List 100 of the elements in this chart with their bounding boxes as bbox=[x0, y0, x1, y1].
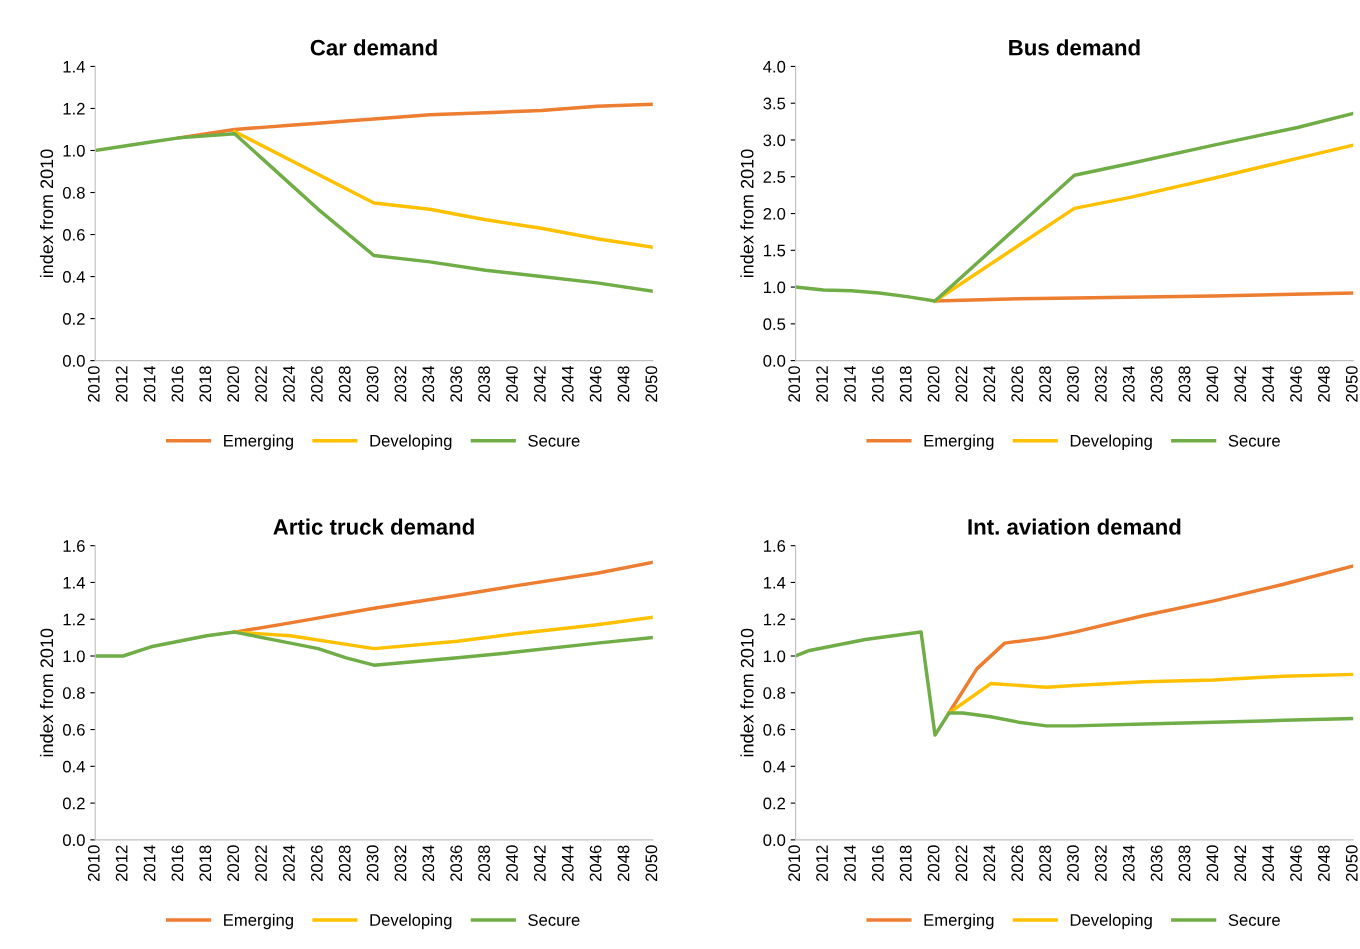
x-tick-label: 2012 bbox=[816, 845, 828, 881]
x-tick-label: 2012 bbox=[115, 366, 128, 402]
x-tick-label: 2048 bbox=[1317, 366, 1330, 402]
line-series bbox=[95, 630, 653, 667]
y-tick-label: 0.8 bbox=[62, 687, 85, 699]
legend-label: Emerging bbox=[224, 913, 293, 930]
y-tick-label: 1.2 bbox=[63, 613, 85, 626]
x-tick-label: 2020 bbox=[927, 366, 940, 402]
x-tick-label: 2020 bbox=[227, 366, 240, 402]
y-tick-label: 1.2 bbox=[63, 102, 85, 115]
x-tick-label: 2050 bbox=[645, 366, 658, 402]
legend-label: Secure bbox=[1228, 914, 1280, 926]
y-tick-label: 0.0 bbox=[763, 834, 786, 847]
legend-label: Emerging bbox=[924, 913, 994, 930]
legend-label: Emerging bbox=[224, 434, 293, 450]
legend-label: Developing bbox=[370, 434, 452, 450]
x-tick-label: 2050 bbox=[1345, 845, 1358, 881]
y-tick-label: 0.2 bbox=[62, 312, 85, 325]
legend-label: Emerging bbox=[924, 434, 994, 450]
x-tick-label: 2014 bbox=[844, 845, 856, 881]
x-tick-label: 2044 bbox=[1262, 845, 1275, 881]
y-tick-label: 0.0 bbox=[763, 355, 786, 367]
x-tick-label: 2044 bbox=[1262, 365, 1275, 402]
legend-label: Secure bbox=[528, 434, 580, 447]
y-tick-label: 0.6 bbox=[62, 723, 85, 736]
x-tick-label: 2024 bbox=[283, 365, 295, 402]
x-tick-label: 2024 bbox=[283, 845, 295, 881]
y-tick-label: 1.4 bbox=[63, 577, 85, 589]
x-tick-label: 2030 bbox=[1067, 845, 1079, 881]
y-tick-label: 0.8 bbox=[763, 687, 786, 699]
x-tick-label: 2034 bbox=[1122, 845, 1135, 881]
x-tick-label: 2040 bbox=[506, 366, 518, 402]
x-tick-label: 2048 bbox=[1317, 845, 1330, 881]
x-tick-label: 2020 bbox=[227, 845, 240, 881]
x-tick-label: 2028 bbox=[1039, 366, 1051, 402]
x-tick-label: 2048 bbox=[617, 845, 630, 881]
x-tick-label: 2024 bbox=[983, 845, 996, 881]
x-tick-label: 2030 bbox=[1067, 366, 1079, 402]
x-tick-label: 2016 bbox=[171, 845, 184, 881]
x-tick-label: 2014 bbox=[143, 845, 156, 881]
x-tick-label: 2032 bbox=[394, 845, 407, 881]
x-tick-label: 2030 bbox=[366, 845, 379, 881]
chart-title: Car demand bbox=[310, 39, 437, 56]
legend-label: Secure bbox=[1228, 434, 1280, 447]
x-tick-label: 2042 bbox=[1234, 366, 1247, 402]
x-tick-label: 2016 bbox=[171, 366, 184, 402]
x-tick-label: 2034 bbox=[422, 365, 435, 402]
line-series bbox=[232, 129, 653, 249]
x-tick-label: 2022 bbox=[955, 845, 968, 881]
y-axis-title: index from 2010 bbox=[740, 628, 754, 757]
x-tick-label: 2010 bbox=[87, 845, 100, 881]
x-tick-label: 2016 bbox=[871, 366, 884, 402]
y-tick-label: 1.6 bbox=[763, 540, 786, 552]
x-tick-label: 2038 bbox=[1178, 845, 1191, 881]
y-tick-label: 0.6 bbox=[62, 228, 85, 241]
y-tick-label: 0.0 bbox=[62, 834, 85, 847]
y-tick-label: 3.5 bbox=[763, 97, 786, 110]
chart-title: Artic truck demand bbox=[273, 518, 474, 535]
x-tick-label: 2040 bbox=[506, 845, 518, 881]
y-axis-title: index from 2010 bbox=[740, 149, 754, 278]
y-tick-label: 4.0 bbox=[763, 60, 786, 73]
x-tick-label: 2040 bbox=[1206, 366, 1219, 402]
x-tick-label: 2036 bbox=[450, 845, 463, 881]
y-tick-label: 0.8 bbox=[62, 186, 85, 199]
x-tick-label: 2026 bbox=[310, 845, 323, 881]
y-tick-label: 0.5 bbox=[763, 318, 786, 331]
y-tick-label: 0.4 bbox=[62, 760, 85, 773]
line-series bbox=[933, 291, 1354, 303]
y-tick-label: 0.4 bbox=[62, 270, 85, 283]
chart-title: Int. aviation demand bbox=[968, 518, 1181, 535]
x-tick-label: 2044 bbox=[561, 365, 574, 402]
x-tick-label: 2046 bbox=[589, 845, 602, 881]
legend-label: Secure bbox=[528, 914, 580, 926]
x-tick-label: 2014 bbox=[844, 365, 856, 402]
x-tick-label: 2012 bbox=[115, 845, 128, 881]
x-tick-label: 2038 bbox=[478, 845, 490, 881]
x-tick-label: 2032 bbox=[1094, 845, 1107, 881]
x-tick-label: 2050 bbox=[1345, 366, 1358, 402]
y-tick-label: 1.5 bbox=[763, 244, 786, 257]
line-series bbox=[795, 630, 1354, 737]
x-tick-label: 2018 bbox=[899, 845, 912, 881]
x-tick-label: 2010 bbox=[87, 366, 100, 402]
x-tick-label: 2018 bbox=[899, 366, 912, 402]
x-tick-label: 2042 bbox=[1234, 845, 1247, 881]
y-tick-label: 0.0 bbox=[62, 355, 85, 367]
x-tick-label: 2042 bbox=[533, 366, 546, 402]
x-tick-label: 2030 bbox=[366, 366, 379, 402]
x-tick-label: 2010 bbox=[788, 366, 801, 402]
legend-label: Developing bbox=[1070, 913, 1152, 930]
x-tick-label: 2044 bbox=[561, 845, 574, 881]
x-tick-label: 2012 bbox=[816, 366, 828, 402]
x-tick-label: 2032 bbox=[1094, 366, 1107, 402]
y-tick-label: 1.2 bbox=[763, 613, 786, 626]
x-tick-label: 2014 bbox=[143, 365, 156, 402]
legend-label: Developing bbox=[370, 913, 452, 930]
x-tick-label: 2026 bbox=[1011, 845, 1024, 881]
x-tick-label: 2028 bbox=[1039, 845, 1051, 881]
y-tick-label: 1.0 bbox=[63, 650, 85, 663]
x-tick-label: 2034 bbox=[1122, 365, 1135, 402]
x-tick-label: 2016 bbox=[871, 845, 884, 881]
